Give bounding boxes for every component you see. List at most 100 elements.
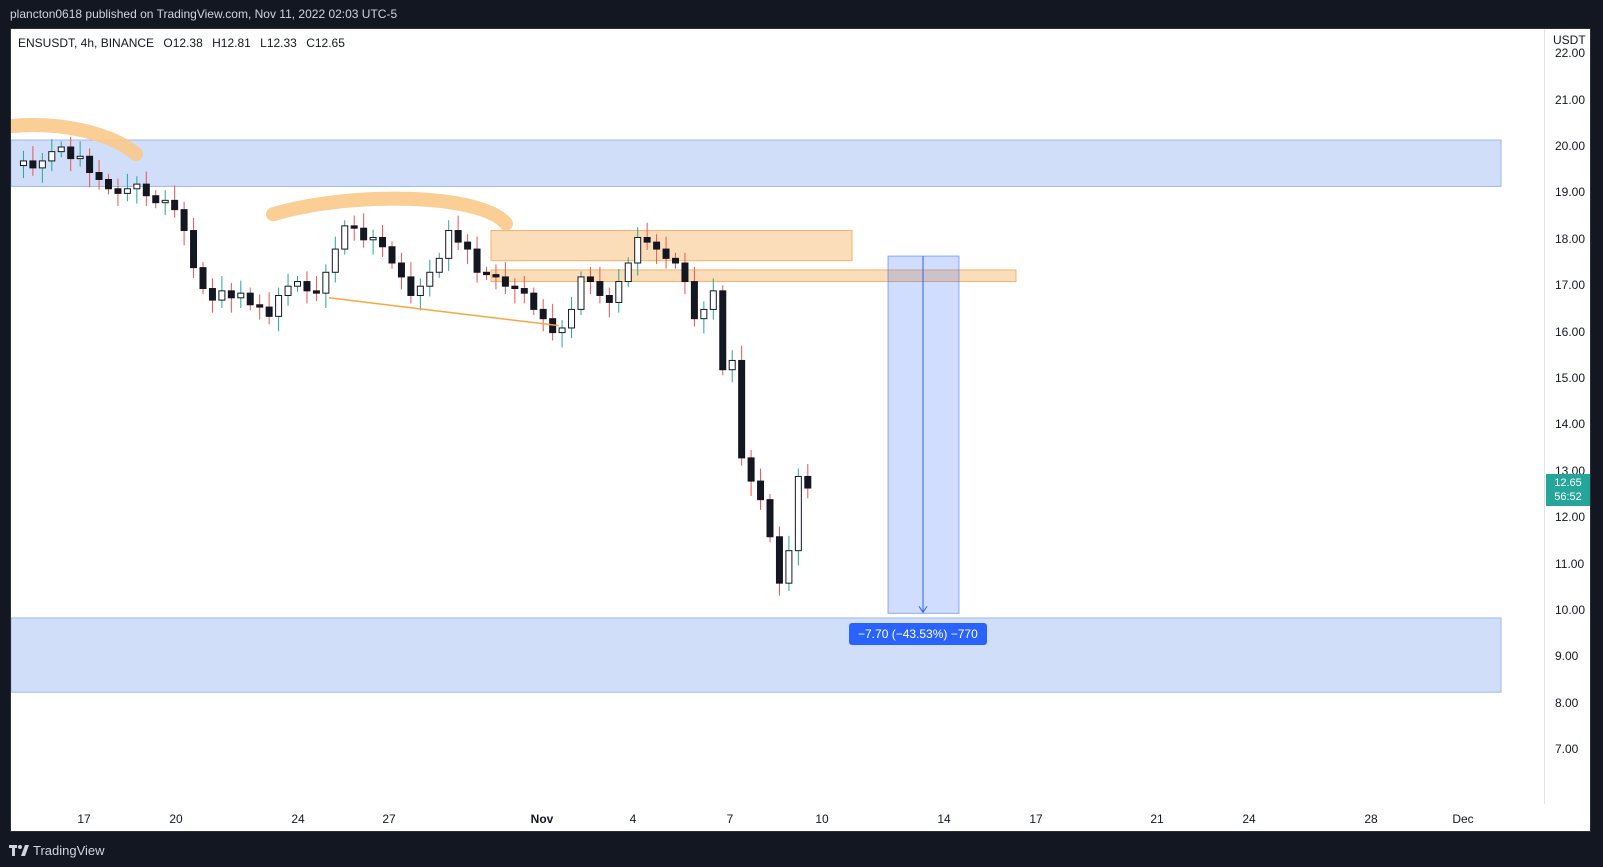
candle-body — [123, 188, 131, 194]
publish-header: plancton0618 published on TradingView.co… — [0, 0, 1603, 28]
candle-body — [105, 178, 112, 190]
chart-pane[interactable]: ENSUSDT, 4h, BINANCE O12.38 H12.81 L12.3… — [11, 29, 1545, 804]
time-tick: 24 — [291, 812, 305, 826]
candle-body — [445, 230, 453, 259]
price-axis[interactable]: USDT 22.00 21.00 20.00 19.00 18.00 17.00 16.00 1… — [1545, 29, 1590, 804]
price-tick: 15.00 — [1555, 371, 1586, 385]
legend-low: L12.33 — [260, 36, 297, 50]
candle-body — [152, 195, 160, 204]
time-tick: 4 — [629, 812, 637, 826]
candle-body — [312, 290, 320, 294]
candle-body — [294, 281, 301, 287]
time-tick: 24 — [1242, 812, 1256, 826]
candle-body — [161, 199, 169, 204]
candle-body — [766, 499, 774, 538]
candle-body — [775, 536, 783, 584]
time-tick: 10 — [815, 812, 829, 826]
price-tick: 14.00 — [1555, 417, 1586, 432]
chart-canvas[interactable] — [11, 29, 1544, 804]
candle-body — [265, 306, 273, 317]
last-price-value: 12.65 — [1554, 477, 1582, 490]
candle-body — [634, 236, 642, 264]
candle-body — [558, 327, 566, 334]
price-tick: 9.00 — [1555, 649, 1579, 664]
symbol-info[interactable]: ENSUSDT, 4h, BINANCE — [18, 36, 155, 50]
resistance-zone-lower — [490, 269, 1017, 283]
price-tick: 16.00 — [1555, 324, 1586, 339]
price-tick: 8.00 — [1555, 695, 1579, 710]
time-tick: 27 — [382, 812, 396, 826]
candle-body — [57, 146, 65, 153]
candle-body — [653, 241, 661, 250]
candle-body — [681, 262, 689, 283]
candle-body — [142, 183, 150, 197]
candle-body — [199, 267, 207, 290]
candle-body — [520, 288, 528, 294]
candle-body — [48, 151, 56, 162]
price-tick: 18.00 — [1555, 231, 1586, 246]
candle-body — [501, 276, 509, 287]
candle-body — [568, 308, 576, 329]
candle-body — [114, 188, 122, 194]
candle-body — [483, 271, 490, 276]
time-tick: 17 — [77, 812, 91, 826]
candle-body — [67, 146, 75, 160]
price-tick: 17.00 — [1555, 278, 1586, 293]
candle-body — [218, 290, 226, 301]
tradingview-logo[interactable]: TradingView — [9, 843, 105, 858]
trend-line — [328, 297, 560, 327]
price-tick: 19.00 — [1555, 185, 1586, 200]
time-tick: 21 — [1150, 812, 1164, 826]
axis-currency: USDT — [1553, 33, 1586, 47]
price-tick: 21.00 — [1555, 92, 1586, 107]
candle-body — [180, 209, 188, 232]
candle-body — [464, 241, 472, 250]
candle-body — [738, 359, 746, 459]
candle-body — [605, 294, 613, 303]
price-tick: 22.00 — [1555, 46, 1586, 61]
candle-body — [511, 285, 519, 290]
measure-arrowhead — [918, 606, 928, 614]
candle-body — [643, 236, 651, 243]
candle-body — [596, 281, 604, 296]
time-tick: 14 — [937, 812, 951, 826]
candle-body — [369, 236, 377, 241]
candle-body — [19, 160, 27, 167]
candle-body — [804, 475, 812, 489]
time-tick: Dec — [1452, 812, 1474, 826]
candle-body — [624, 262, 632, 283]
candle-body — [38, 160, 46, 169]
candle-body — [794, 475, 802, 552]
candle-body — [426, 271, 434, 287]
candle-body — [350, 225, 358, 229]
legend-open: O12.38 — [163, 36, 203, 50]
footer-bar: TradingView — [0, 832, 1603, 867]
candle-body — [539, 308, 547, 320]
candle-body — [728, 359, 736, 371]
time-tick: 7 — [726, 812, 734, 826]
candle-body — [208, 288, 216, 301]
last-price-tag: 12.65 56:52 — [1546, 474, 1590, 507]
candle-body — [275, 294, 283, 317]
candle-body — [86, 155, 94, 174]
highlight-stroke — [11, 118, 143, 161]
candle-body — [785, 550, 793, 584]
candle-body — [577, 276, 585, 310]
price-tick: 12.00 — [1555, 510, 1586, 525]
candle-body — [227, 290, 235, 299]
candle-body — [586, 276, 594, 283]
legend-high: H12.81 — [212, 36, 251, 50]
candle-body — [397, 262, 405, 278]
candle-body — [407, 276, 415, 296]
time-tick: Nov — [530, 812, 554, 826]
price-tick: 7.00 — [1555, 742, 1579, 757]
publish-text: plancton0618 published on TradingView.co… — [10, 7, 398, 21]
highlight-stroke — [266, 191, 513, 231]
candle-body — [672, 257, 679, 264]
time-axis[interactable]: 17 20 24 27 Nov 4 7 10 14 17 21 24 28 Dec — [11, 804, 1545, 831]
candle-body — [256, 304, 264, 308]
price-tick: 11.00 — [1555, 556, 1585, 571]
candle-body — [700, 308, 708, 320]
candle-body — [171, 199, 179, 211]
candle-body — [237, 292, 245, 299]
